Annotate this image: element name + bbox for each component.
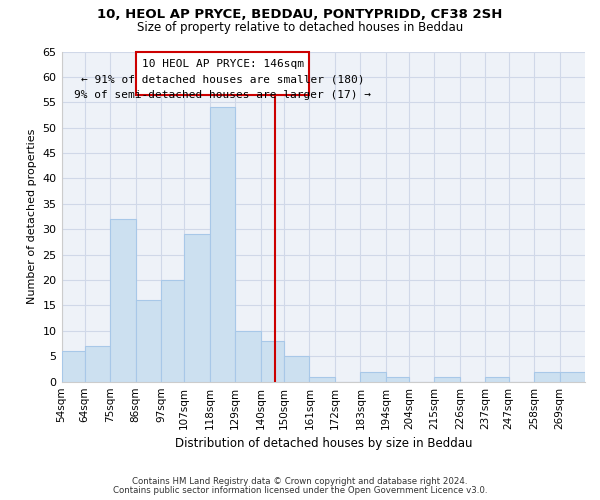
Text: 10, HEOL AP PRYCE, BEDDAU, PONTYPRIDD, CF38 2SH: 10, HEOL AP PRYCE, BEDDAU, PONTYPRIDD, C… bbox=[97, 8, 503, 20]
Bar bbox=[310, 376, 335, 382]
Bar bbox=[560, 372, 585, 382]
Bar bbox=[485, 376, 509, 382]
Bar bbox=[434, 376, 460, 382]
Bar bbox=[110, 219, 136, 382]
Text: Size of property relative to detached houses in Beddau: Size of property relative to detached ho… bbox=[137, 21, 463, 34]
Bar bbox=[386, 376, 409, 382]
Y-axis label: Number of detached properties: Number of detached properties bbox=[27, 129, 37, 304]
Bar bbox=[136, 300, 161, 382]
Text: 9% of semi-detached houses are larger (17) →: 9% of semi-detached houses are larger (1… bbox=[74, 90, 371, 100]
Bar bbox=[161, 280, 184, 382]
Bar bbox=[534, 372, 560, 382]
Bar bbox=[184, 234, 210, 382]
Bar bbox=[235, 331, 261, 382]
Text: Contains HM Land Registry data © Crown copyright and database right 2024.: Contains HM Land Registry data © Crown c… bbox=[132, 477, 468, 486]
Bar bbox=[261, 341, 284, 382]
Bar bbox=[62, 351, 85, 382]
Text: Contains public sector information licensed under the Open Government Licence v3: Contains public sector information licen… bbox=[113, 486, 487, 495]
Bar bbox=[85, 346, 110, 382]
X-axis label: Distribution of detached houses by size in Beddau: Distribution of detached houses by size … bbox=[175, 437, 472, 450]
Bar bbox=[210, 108, 235, 382]
Text: ← 91% of detached houses are smaller (180): ← 91% of detached houses are smaller (18… bbox=[81, 74, 364, 85]
Bar bbox=[284, 356, 310, 382]
Bar bbox=[361, 372, 386, 382]
FancyBboxPatch shape bbox=[136, 52, 310, 94]
Text: 10 HEOL AP PRYCE: 146sqm: 10 HEOL AP PRYCE: 146sqm bbox=[142, 59, 304, 69]
